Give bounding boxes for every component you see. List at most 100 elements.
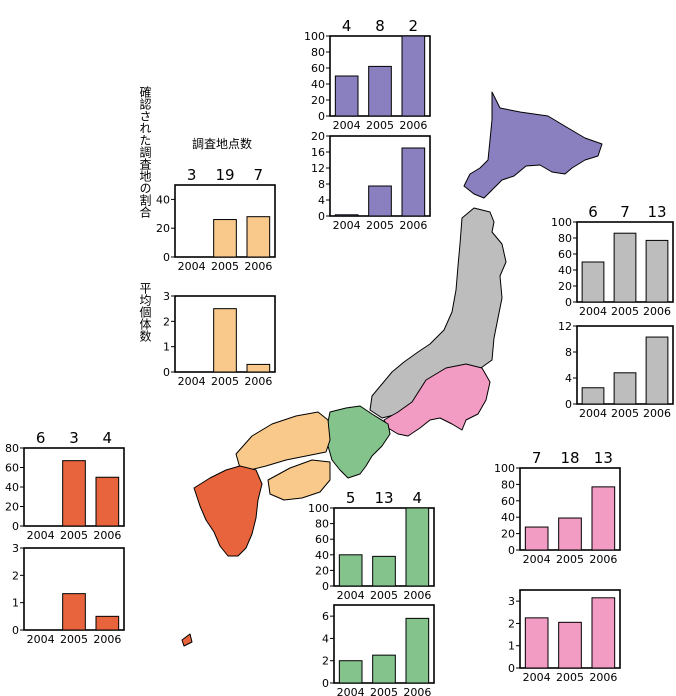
bar (581, 261, 605, 303)
bar (213, 308, 237, 373)
y-tick-label: 60 (311, 62, 325, 75)
survey-count: 7 (532, 449, 542, 467)
y-tick-label: 0 (318, 110, 325, 123)
y-tick-label: 20 (311, 94, 325, 107)
y-tick-label: 60 (558, 248, 572, 261)
y-tick-label: 40 (501, 511, 515, 524)
map-region-chubu-kinki (325, 405, 391, 479)
x-tick-label: 2006 (643, 407, 671, 420)
y-tick-label: 6 (322, 610, 329, 623)
y-tick-label: 4 (565, 372, 572, 385)
chart-kyushu-avg: 0 1 2 3 2004 2005 2006 (12, 542, 125, 646)
bar (401, 147, 426, 217)
y-tick-label: 40 (5, 481, 19, 494)
y-tick-label: 1 (163, 341, 170, 354)
x-tick-label: 2006 (643, 305, 671, 318)
y-tick-label: 0 (322, 580, 329, 593)
y-tick-label: 3 (12, 542, 19, 555)
survey-count: 7 (254, 166, 264, 184)
bar (405, 617, 430, 684)
y-tick-label: 60 (315, 533, 329, 546)
y-tick-label: 0 (508, 662, 515, 675)
x-tick-label: 2005 (556, 671, 584, 684)
x-tick-label: 2004 (178, 375, 206, 388)
x-tick-label: 2006 (403, 589, 431, 602)
x-tick-label: 2004 (337, 589, 365, 602)
y-tick-label: 60 (5, 462, 19, 475)
bar (613, 372, 637, 405)
x-tick-label: 2006 (403, 686, 431, 696)
chart-kanto-avg: 0 1 2 3 2004 2005 2006 (508, 589, 621, 684)
bar (95, 615, 120, 631)
bar (95, 476, 120, 527)
y-tick-label: 100 (494, 462, 515, 475)
y-tick-label: 80 (311, 46, 325, 59)
y-tick-label: 12 (311, 162, 325, 175)
survey-points-title: 調査地点数 (192, 136, 252, 151)
x-tick-label: 2005 (366, 119, 394, 132)
x-tick-label: 2006 (589, 671, 617, 684)
y-tick-label: 8 (318, 178, 325, 191)
y-tick-label: 2 (12, 569, 19, 582)
chart-hokkaido-prop: 0 20 40 60 80 100 2004 2005 2006 4 8 2 (304, 17, 431, 132)
y-tick-label: 0 (565, 296, 572, 309)
y-tick-label: 60 (501, 495, 515, 508)
y-tick-label: 40 (315, 549, 329, 562)
survey-count: 4 (413, 489, 423, 507)
x-tick-label: 2006 (244, 375, 272, 388)
chart-legend-prop: 0 20 40 2004 2005 2006 3 19 7 (156, 166, 276, 273)
y-tick-label: 4 (322, 632, 329, 645)
chart-hokkaido-avg: 0 4 8 12 16 20 2004 2005 2006 (311, 130, 431, 232)
bar (581, 387, 605, 405)
bar (334, 214, 359, 217)
x-tick-label: 2004 (333, 119, 361, 132)
y-tick-label: 20 (315, 564, 329, 577)
chart-tohoku-avg: 0 4 8 12 2004 2005 2006 (558, 320, 674, 420)
y-tick-label: 1 (508, 640, 515, 653)
proportion-label: 確認された調査地の割合 (138, 85, 152, 218)
legend: 調査地点数 確認された調査地の割合 平均個体数 (138, 85, 252, 343)
x-tick-label: 2004 (333, 219, 361, 232)
x-tick-label: 2005 (370, 589, 398, 602)
y-tick-label: 20 (558, 280, 572, 293)
y-tick-label: 2 (163, 315, 170, 328)
chart-kinki-prop: 0 20 40 60 80 100 2004 2005 2006 5 13 4 (308, 489, 435, 602)
y-tick-label: 3 (163, 290, 170, 303)
bar (213, 219, 237, 258)
chart-kyushu-prop: 0 20 40 60 80 2004 2005 2006 6 3 4 (5, 429, 125, 542)
x-tick-label: 2006 (399, 119, 427, 132)
x-tick-label: 2004 (579, 407, 607, 420)
y-tick-label: 20 (156, 222, 170, 235)
bar (591, 597, 616, 669)
y-tick-label: 3 (508, 595, 515, 608)
x-tick-label: 2005 (60, 529, 88, 542)
survey-count: 6 (36, 429, 46, 447)
survey-count: 4 (103, 429, 113, 447)
x-tick-label: 2006 (589, 553, 617, 566)
avg-label: 平均個体数 (138, 282, 152, 343)
survey-count: 3 (187, 166, 197, 184)
bar (558, 621, 582, 669)
survey-count: 3 (69, 429, 79, 447)
y-tick-label: 40 (156, 193, 170, 206)
bar (645, 336, 669, 405)
bar (246, 363, 271, 373)
bar (613, 232, 637, 303)
bar (338, 554, 363, 587)
y-tick-label: 0 (163, 366, 170, 379)
y-tick-label: 80 (501, 478, 515, 491)
survey-count: 13 (594, 449, 613, 467)
chart-legend-avg: 0 1 2 3 2004 2005 2006 (163, 290, 276, 388)
bar (372, 654, 396, 684)
y-tick-label: 16 (311, 146, 325, 159)
bar (558, 517, 582, 551)
y-tick-label: 0 (12, 520, 19, 533)
y-tick-label: 20 (501, 528, 515, 541)
y-tick-label: 80 (5, 442, 19, 455)
x-tick-label: 2005 (611, 305, 639, 318)
survey-count: 13 (647, 203, 666, 221)
bar (372, 555, 396, 587)
y-tick-label: 2 (322, 655, 329, 668)
x-tick-label: 2005 (556, 553, 584, 566)
